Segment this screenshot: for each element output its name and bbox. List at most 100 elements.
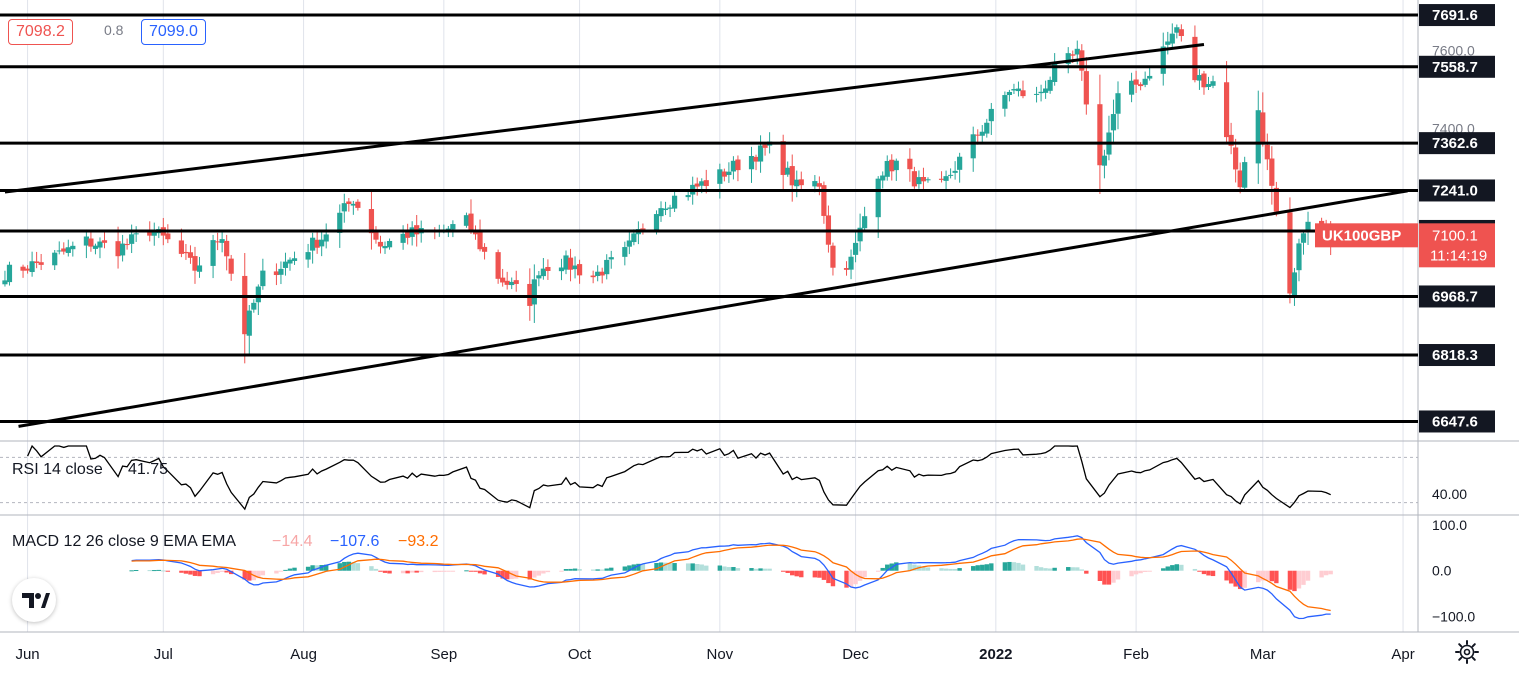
macd-histogram-bar (685, 563, 691, 571)
macd-histogram-bar (432, 570, 437, 573)
macd-histogram-bar (536, 570, 542, 576)
gear-icon[interactable] (1454, 639, 1480, 665)
macd-histogram-bar (468, 570, 474, 572)
tradingview-logo-icon[interactable] (12, 578, 56, 622)
candle-body (1142, 78, 1148, 85)
macd-histogram-bar (346, 561, 352, 571)
candle-body (255, 286, 261, 303)
macd-histogram-bar (731, 567, 736, 571)
candle-body (608, 257, 614, 260)
macd-histogram-bar (907, 562, 913, 571)
macd-histogram-bar (373, 568, 379, 571)
candle-body (884, 160, 890, 177)
candle-body (1291, 272, 1298, 296)
candle-body (260, 270, 266, 287)
macd-histogram-bar (197, 570, 202, 577)
macd-histogram-bar (323, 564, 329, 571)
macd-histogram-bar (405, 570, 410, 574)
macd-histogram-bar (636, 563, 641, 571)
macd-histogram-bar (989, 563, 994, 571)
macd-histogram-bar (844, 570, 849, 588)
macd-histogram-bar (183, 570, 189, 574)
macd-histogram-bar (1192, 568, 1198, 571)
macd-histogram-bar (310, 565, 315, 571)
macd-histogram-bar (1224, 570, 1229, 581)
macd-histogram-bar (799, 570, 804, 578)
macd-histogram-bar (894, 562, 899, 571)
candle-body (595, 271, 601, 276)
macd-histogram-bar (1197, 570, 1202, 572)
macd-histogram-bar (1319, 570, 1324, 578)
macd-histogram-bar (975, 565, 980, 571)
macd-histogram-bar (1269, 570, 1275, 582)
candle-body (52, 252, 58, 266)
macd-histogram-bar (509, 570, 514, 580)
candle-body (1233, 147, 1239, 170)
macd-histogram-bar (821, 570, 827, 580)
macd-histogram-bar (192, 570, 198, 576)
macd-histogram-bar (699, 564, 704, 571)
macd-axis-tick: 100.0 (1432, 517, 1467, 533)
macd-histogram-bar (1170, 565, 1175, 571)
symbol-name: UK100GBP (1322, 227, 1401, 244)
macd-histogram-bar (1052, 567, 1057, 571)
macd-histogram-bar (274, 570, 279, 574)
macd-histogram-bar (224, 570, 229, 573)
candle-body (757, 145, 764, 162)
macd-histogram-bar (477, 570, 483, 574)
macd-histogram-bar (419, 570, 424, 573)
level-label-bg (1419, 285, 1495, 308)
candle-body (1006, 91, 1013, 96)
macd-histogram-bar (957, 568, 962, 571)
candle-body (513, 280, 519, 284)
macd-value: −107.6 (330, 533, 379, 550)
macd-histogram-bar (1020, 564, 1026, 571)
candle-body (1133, 79, 1139, 85)
candle-body (1228, 134, 1234, 146)
macd-histogram-bar (1106, 570, 1112, 585)
macd-histogram-bar (1210, 570, 1216, 577)
candle-body (350, 203, 356, 206)
candle-body (1319, 220, 1325, 225)
candle-body (1043, 88, 1049, 93)
candle-body (323, 234, 329, 242)
macd-histogram-bar (948, 568, 953, 571)
ask-price-box[interactable]: 7099.0 (141, 19, 206, 45)
candle-body (1052, 62, 1058, 82)
macd-histogram-bar (1165, 566, 1170, 571)
candle-body (848, 256, 854, 270)
macd-histogram-bar (210, 570, 216, 575)
macd-histogram-bar (414, 570, 419, 573)
candle-body (219, 239, 225, 243)
macd-histogram-bar (382, 570, 388, 573)
candle-body (405, 232, 411, 238)
candle-body (56, 250, 62, 252)
macd-histogram-bar (912, 564, 917, 571)
candle-body (24, 268, 31, 271)
macd-histogram-bar (355, 563, 361, 571)
macd-histogram-bar (188, 570, 193, 575)
bar-countdown: 11:14:19 (1430, 247, 1487, 264)
macd-histogram-bar (129, 570, 134, 572)
candle-body (1083, 71, 1089, 105)
macd-histogram-bar (654, 563, 659, 571)
macd-histogram-bar (1129, 570, 1134, 577)
macd-histogram-bar (1305, 570, 1311, 581)
rsi-line (27, 444, 1331, 511)
candle-body (495, 252, 501, 279)
macd-histogram-bar (952, 568, 958, 571)
candle-body (1097, 104, 1103, 166)
candle-body (368, 209, 375, 234)
macd-histogram-bar (278, 570, 284, 572)
candle-body (246, 310, 252, 336)
candle-body (875, 178, 881, 218)
candle-body (671, 195, 678, 209)
macd-histogram-bar (1201, 570, 1207, 575)
candle-body (576, 264, 583, 276)
macd-histogram-bar (500, 570, 505, 579)
macd-histogram-bar (1233, 570, 1238, 587)
bid-price-box[interactable]: 7098.2 (8, 19, 73, 45)
macd-histogram-bar (640, 563, 646, 571)
